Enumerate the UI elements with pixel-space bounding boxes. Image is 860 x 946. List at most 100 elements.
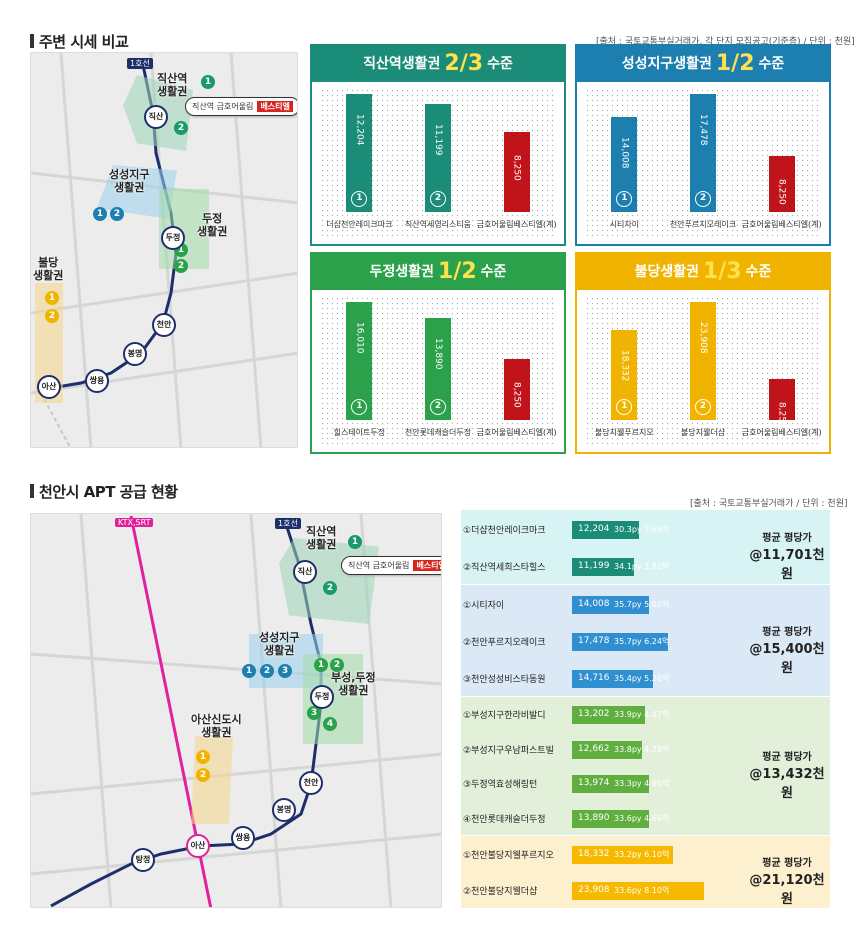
bar-value-label: 12,204 xyxy=(354,114,365,146)
station-dujeong: 두정 xyxy=(161,226,185,250)
apt-name: ②천안불당지웰더샵 xyxy=(463,887,538,897)
chart-plot: 12,204 1 더샵천안레이크마크 11,199 2 직산역세영리스티움 8,250 금호어… xyxy=(320,88,557,236)
price-value: 12,662 xyxy=(578,743,610,754)
x-tick-label: 천안롯데캐슬더두정 xyxy=(404,428,472,437)
station-jiksan-2: 직산 xyxy=(293,560,317,584)
chart-panel: 불당생활권 1/3 수준 18,332 1 불당지웰푸르지오 23,908 2 불당지웰더샵 8,… xyxy=(575,252,831,454)
map-marker: 1 xyxy=(201,75,215,89)
price-detail: 33.6py 4.66억 xyxy=(614,813,670,823)
price-value: 12,204 xyxy=(578,523,610,534)
price-detail: 30.3py 3.69억 xyxy=(614,524,670,534)
chart-bar: 8,250 xyxy=(768,379,795,428)
chart-panel: 직산역생활권 2/3 수준 12,204 1 더샵천안레이크마크 11,199 2 직산역세영리… xyxy=(310,44,566,246)
chart-panel: 두정생활권 1/2 수준 16,010 1 힐스테이트두정 13,890 2 천안롯데캐슬더두정… xyxy=(310,252,566,454)
line-1-label: 1호선 xyxy=(127,58,153,69)
apt-name: ④천안롯데캐슬더두정 xyxy=(463,814,546,825)
price-bar xyxy=(572,846,673,864)
chart-bar: 8,250 xyxy=(503,359,530,420)
map-marker: 1 xyxy=(196,750,210,764)
table-row: ③천안성성비스타동원 14,716 35.4py 5.20억 xyxy=(461,668,830,688)
station-jiksan: 직산 xyxy=(144,105,168,129)
chart-bar: 16,010 1 xyxy=(346,302,373,420)
bar-value-label: 18,332 xyxy=(619,350,630,382)
map-marker: 2 xyxy=(330,658,344,672)
x-tick-label: 금호어울림베스티엘(계) xyxy=(476,428,557,437)
zone-label-dujeong-2: 부성,두정 생활권 xyxy=(331,671,376,697)
apt-name: ②부성지구우남퍼스트빌 xyxy=(463,745,554,756)
apt-name: ①더샵천안레이크마크 xyxy=(463,525,546,536)
map-marker: 2 xyxy=(196,768,210,782)
chart-panel: 성성지구생활권 1/2 수준 14,008 1 시티자이 17,478 2 천안푸르지오레이크 8… xyxy=(575,44,831,246)
supply-group: ①더샵천안레이크마크 12,204 30.3py 3.69억 ②직산역세희스타힐스 11… xyxy=(461,510,830,584)
table-row: ①시티자이 14,008 35.7py 5.00억 xyxy=(461,594,830,614)
apt-name: ①천안불당지웰푸르지오 xyxy=(463,851,554,861)
table-row: ④천안롯데캐슬더두정 13,890 33.6py 4.66억 xyxy=(461,808,830,828)
price-bar xyxy=(572,595,649,614)
price-value: 18,332 xyxy=(578,849,610,859)
section1-source: [출처 : 국토교통부실거래가, 각 단지 모집공고(기준층) / 단위 : 천… xyxy=(596,37,855,47)
supply-group: ①천안불당지웰푸르지오 18,332 33.2py 6.10억 ②천안불당지웰더샵 23… xyxy=(461,836,830,908)
price-bar xyxy=(572,882,704,900)
x-tick-label: 불당지웰푸르지오 xyxy=(594,428,654,437)
price-detail: 34.1py 3.82억 xyxy=(614,561,670,571)
section1-title: 주변 시세 비교 xyxy=(30,31,129,52)
price-bar xyxy=(572,775,649,794)
map-marker: 2 xyxy=(174,121,188,135)
x-tick-label: 천안푸르지오레이크 xyxy=(669,220,737,229)
bar-number-badge: 2 xyxy=(695,399,711,415)
price-value: 23,908 xyxy=(578,885,610,895)
price-detail: 33.6py 8.10억 xyxy=(614,886,670,895)
table-row: ①더샵천안레이크마크 12,204 30.3py 3.69억 xyxy=(461,519,830,539)
price-detail: 33.2py 6.10억 xyxy=(614,850,670,859)
chart-title: 성성지구생활권 1/2 수준 xyxy=(577,46,829,82)
apt-name: ①시티자이 xyxy=(463,600,505,611)
table-row: ②직산역세희스타힐스 11,199 34.1py 3.82억 xyxy=(461,556,830,576)
average-price: 평균 평당가 @21,120천원 xyxy=(749,858,825,907)
table-row: ①천안불당지웰푸르지오 18,332 33.2py 6.10억 xyxy=(461,844,830,864)
map-marker: 2 xyxy=(260,664,274,678)
average-price: 평균 평당가 @11,701천원 xyxy=(749,533,825,582)
chart-title: 불당생활권 1/3 수준 xyxy=(577,254,829,290)
map-marker: 2 xyxy=(174,259,188,273)
price-value: 14,008 xyxy=(578,598,610,609)
map-marker: 1 xyxy=(93,207,107,221)
supply-table: ①더샵천안레이크마크 12,204 30.3py 3.69억 ②직산역세희스타힐스 11… xyxy=(461,510,830,908)
chart-bar: 8,250 xyxy=(503,132,530,212)
line-1-label-2: 1호선 xyxy=(275,518,301,529)
chart-bar: 11,199 2 xyxy=(425,104,451,212)
price-value: 17,478 xyxy=(578,635,610,646)
bar-number-badge: 2 xyxy=(430,399,446,415)
bar-number-badge: 1 xyxy=(616,399,633,415)
map-marker: 1 xyxy=(45,291,59,305)
zone-label-dujeong: 두정 생활권 xyxy=(197,212,228,238)
apt-name: ②천안푸르지오레이크 xyxy=(463,637,546,648)
station-bongmyeong: 봉명 xyxy=(123,342,147,366)
price-detail: 33.8py 4.28억 xyxy=(614,744,670,754)
zone-label-jiksan: 직산역 생활권 xyxy=(157,72,188,98)
chart-bar: 13,890 2 xyxy=(425,318,451,420)
bar-value-label: 17,478 xyxy=(698,114,708,146)
callout-site-2: 직산역 금호어울림베스티엘 xyxy=(341,556,441,575)
bar-value-label: 13,890 xyxy=(433,338,443,370)
apt-name: ①부성지구한라비발디 xyxy=(463,711,546,722)
chart-bar: 18,332 1 xyxy=(611,330,638,420)
section2-title: 천안시 APT 공급 현황 xyxy=(30,481,178,502)
bar-value-label: 23,908 xyxy=(698,322,708,354)
callout-site: 직산역 금호어울림 베스티엘 xyxy=(185,97,297,116)
station-cheonan-2: 천안 xyxy=(299,771,323,795)
x-tick-label: 불당지웰더샵 xyxy=(680,428,726,437)
chart-title: 두정생활권 1/2 수준 xyxy=(312,254,564,290)
price-value: 13,974 xyxy=(578,778,610,789)
chart-plot: 18,332 1 불당지웰푸르지오 23,908 2 불당지웰더샵 8,250 금호어울림베스… xyxy=(585,296,822,444)
x-tick-label: 힐스테이트두정 xyxy=(333,428,386,437)
x-tick-label: 더샵천안레이크마크 xyxy=(326,220,393,229)
price-value: 14,716 xyxy=(578,672,610,683)
ktx-label: KTX,SRT xyxy=(115,518,154,527)
bar-number-badge: 2 xyxy=(430,191,446,207)
x-tick-label: 시티자이 xyxy=(609,220,640,229)
station-bongmyeong-2: 봉명 xyxy=(272,798,296,822)
zone-label-seongseong-2: 성성지구 생활권 xyxy=(259,631,300,657)
chart-bar: 14,008 1 xyxy=(611,117,638,212)
map-marker: 2 xyxy=(110,207,124,221)
bar-value-label: 8,250 xyxy=(511,382,522,408)
